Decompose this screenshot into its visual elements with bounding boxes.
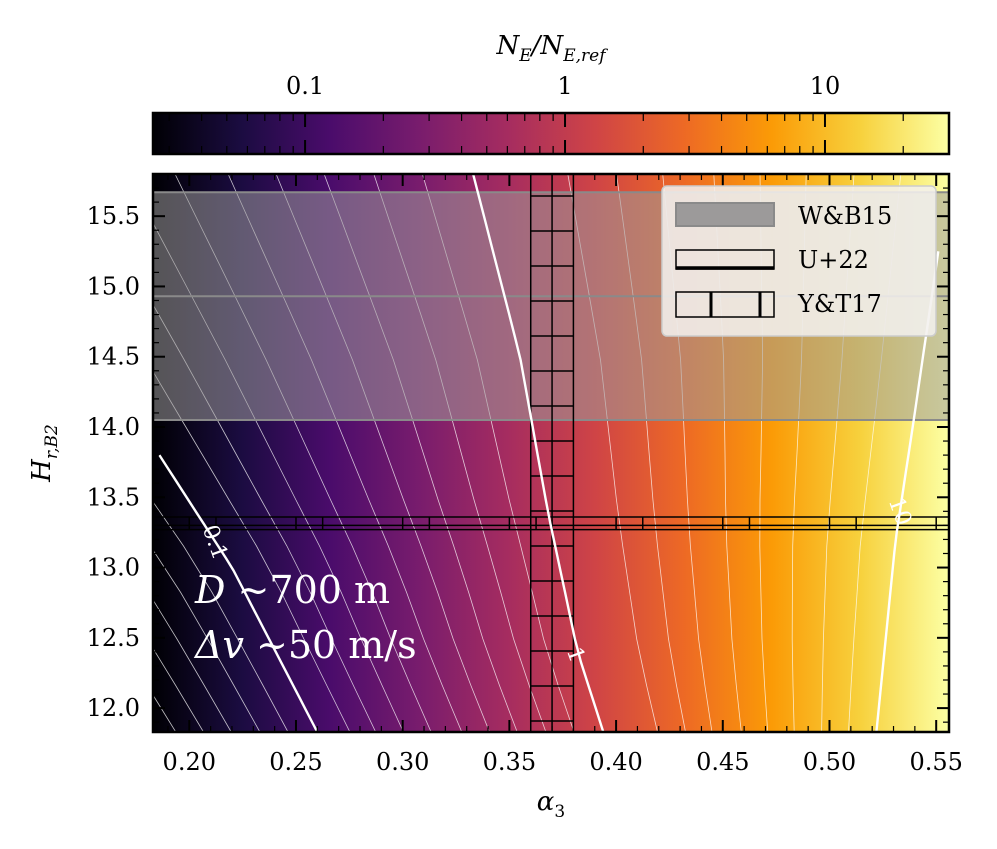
y-tick-label: 12.0 xyxy=(87,694,140,722)
legend-swatch-shaded xyxy=(675,202,775,227)
legend-entry-u22: U+22 xyxy=(675,246,869,274)
y-tick-label: 13.0 xyxy=(87,554,140,582)
thin-contour-line xyxy=(153,303,377,732)
legend-label-yt17: Y&T17 xyxy=(797,290,882,318)
x-axis-label: α3 xyxy=(537,787,565,822)
x-tick-label: 0.30 xyxy=(376,748,429,776)
legend-entry-yt17: Y&T17 xyxy=(675,290,882,318)
y-tick-label: 12.5 xyxy=(87,624,140,652)
y-tick-label: 15.5 xyxy=(87,202,140,230)
annotation-line-2: Δv ∼50 m/s xyxy=(193,623,417,667)
x-tick-label: 0.45 xyxy=(696,748,749,776)
legend-swatch-errorbar-v xyxy=(675,291,775,318)
x-tick-label: 0.20 xyxy=(163,748,216,776)
y-tick-label: 15.0 xyxy=(87,272,140,300)
colorbar-gradient xyxy=(151,111,951,156)
x-tick-label: 0.55 xyxy=(909,748,962,776)
colorbar-tick-label: 0.1 xyxy=(286,72,324,100)
x-tick-label: 0.40 xyxy=(589,748,642,776)
annotation: D ∼700 m Δv ∼50 m/s xyxy=(193,568,417,667)
axis-ticks: 0.20 0.25 0.30 0.35 0.40 0.45 0.50 0.55 12.0 12.5… xyxy=(87,173,963,776)
thin-contour-line xyxy=(153,599,232,732)
colorbar-ticks: 0.1 1 10 xyxy=(168,72,950,154)
colorbar-label: NE/NE,ref xyxy=(496,31,609,66)
thin-contour-line xyxy=(153,501,289,732)
contour-line-1 xyxy=(471,174,605,732)
contour-line-0.1 xyxy=(158,454,319,732)
x-tick-label: 0.50 xyxy=(803,748,856,776)
colorbar-tick-label: 1 xyxy=(557,72,572,100)
plot-frame xyxy=(151,172,951,734)
legend-label-wb15: W&B15 xyxy=(798,202,892,230)
legend: W&B15 U+22 Y&T17 xyxy=(661,185,937,337)
y-tick-label: 14.5 xyxy=(87,343,140,371)
y-tick-label: 14.0 xyxy=(87,413,140,441)
x-tick-label: 0.35 xyxy=(483,748,536,776)
legend-label-u22: U+22 xyxy=(798,246,869,274)
x-tick-label: 0.25 xyxy=(269,748,322,776)
colorbar: 0.1 1 10 NE/NE,ref xyxy=(151,31,951,156)
annotation-line-1: D ∼700 m xyxy=(194,568,390,612)
y-tick-label: 13.5 xyxy=(87,483,140,511)
colorbar-tick-label: 10 xyxy=(810,72,841,100)
thin-contour-line xyxy=(153,370,351,732)
legend-entry-wb15: W&B15 xyxy=(675,202,892,230)
y-axis-label: Hr,B2 xyxy=(27,424,62,483)
thin-contour-line xyxy=(153,549,261,732)
